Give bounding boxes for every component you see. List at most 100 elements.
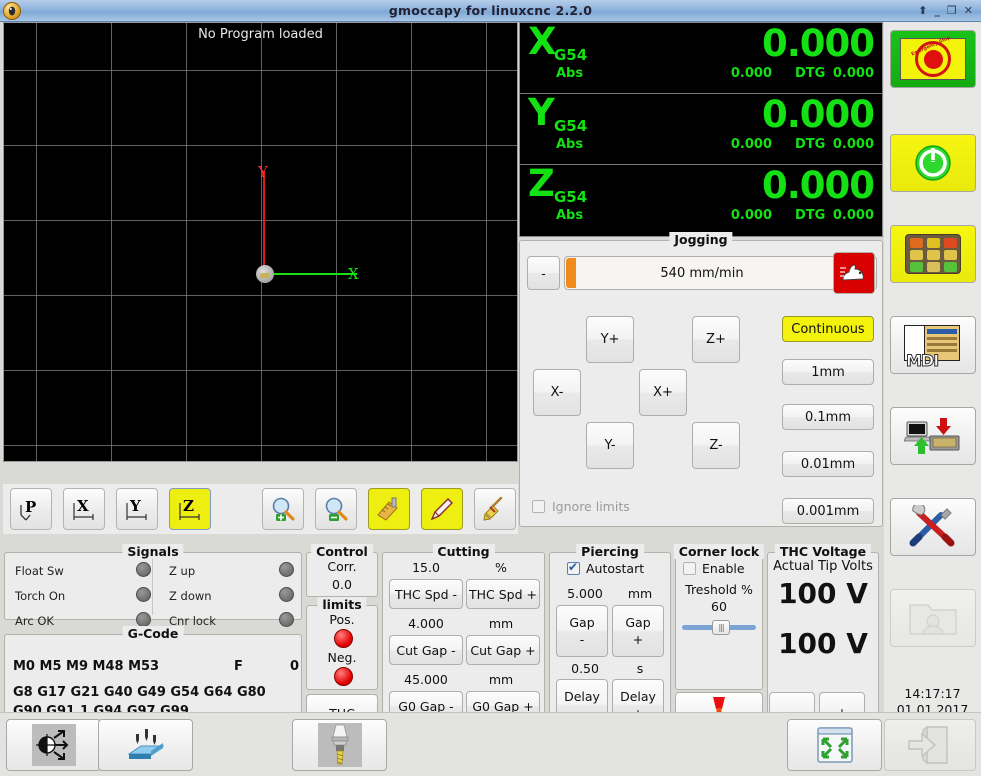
broom-icon[interactable]	[474, 488, 516, 530]
touch-off-x-button[interactable]: X	[63, 488, 105, 530]
measure-icon[interactable]	[368, 488, 410, 530]
dro-axis-y[interactable]: Y G54 0.000 Abs 0.000 DTG 0.000	[520, 94, 882, 165]
signal-led-arc-ok	[136, 612, 151, 627]
dro-axis-offset: G54	[554, 46, 588, 64]
signal-label-z-down: Z down	[169, 589, 212, 603]
dro-abs-label: Abs	[556, 66, 584, 81]
cut-gap-plus-button[interactable]: Cut Gap +	[466, 635, 540, 665]
threshold-label: Treshold %	[685, 582, 753, 597]
signals-panel: Signals Float Sw Torch On Arc OK Z up Z …	[4, 544, 302, 628]
gcode-modal-line: M0 M5 M9 M48 M53	[13, 659, 160, 674]
estop-button[interactable]: Emergency Stop	[890, 30, 976, 88]
jog-speed-minus-button[interactable]: -	[527, 256, 560, 290]
corner-lock-title: Corner lock	[673, 544, 765, 559]
auto-mode-button[interactable]	[890, 407, 976, 465]
mdi-mode-button[interactable]: MDI	[890, 316, 976, 374]
jog-increment-0_1mm[interactable]: 0.1mm	[782, 404, 874, 430]
settings-button[interactable]	[890, 498, 976, 556]
dro-axis-value: 0.000	[761, 93, 875, 136]
jog-y-plus-button[interactable]: Y+	[586, 316, 634, 363]
touch-off-z-button[interactable]: Z	[169, 488, 211, 530]
clock-time: 14:17:17	[904, 686, 961, 701]
autostart-checkbox[interactable]: Autostart	[567, 560, 644, 576]
thc-setpoint-volts-value: 100 V	[778, 627, 868, 660]
jog-z-plus-button[interactable]: Z+	[692, 316, 740, 363]
limit-pos-label: Pos.	[329, 612, 355, 627]
preview-origin-marker	[256, 265, 274, 283]
svg-text:P: P	[25, 498, 36, 516]
checkbox-icon	[532, 500, 545, 513]
threshold-slider[interactable]: |||	[682, 619, 756, 635]
home-axes-icon[interactable]	[6, 719, 101, 771]
dro-panel: X G54 0.000 Abs 0.000 DTG 0.000 Y G54 0.…	[519, 22, 883, 237]
zoom-out-icon[interactable]	[315, 488, 357, 530]
mode-sidebar: Emergency Stop	[884, 22, 981, 776]
pierce-gap-plus-button[interactable]: Gap +	[612, 605, 664, 657]
thc-speed-minus-button[interactable]: THC Spd -	[389, 579, 463, 609]
dro-axis-value: 0.000	[761, 22, 875, 65]
always-on-top-icon[interactable]: ⬆	[918, 3, 928, 17]
dro-axis-x[interactable]: X G54 0.000 Abs 0.000 DTG 0.000	[520, 23, 882, 94]
jog-z-minus-button[interactable]: Z-	[692, 422, 740, 469]
thc-voltage-title: THC Voltage	[774, 544, 872, 559]
svg-text:X: X	[77, 497, 89, 515]
touch-off-icon[interactable]	[98, 719, 193, 771]
jog-x-plus-button[interactable]: X+	[639, 369, 687, 416]
thc-speed-value: 15.0	[412, 560, 440, 575]
svg-text:Z: Z	[183, 497, 194, 515]
dro-abs-label: Abs	[556, 137, 584, 152]
touch-off-p-button[interactable]: P	[10, 488, 52, 530]
thc-speed-unit: %	[495, 560, 507, 575]
jog-increment-1mm[interactable]: 1mm	[782, 359, 874, 385]
corr-label: Corr.	[327, 559, 357, 574]
dro-dtg-label: DTG	[795, 66, 826, 81]
jog-increment-continuous[interactable]: Continuous	[782, 316, 874, 342]
preview-status-text: No Program loaded	[198, 27, 323, 42]
jog-increment-0_01mm[interactable]: 0.01mm	[782, 451, 874, 477]
maximize-window-icon[interactable]	[787, 719, 882, 771]
corner-lock-enable-checkbox[interactable]: Enable	[683, 561, 745, 576]
preview-y-axis-line	[263, 171, 265, 271]
cut-gap-minus-button[interactable]: Cut Gap -	[389, 635, 463, 665]
bottom-toolbar	[0, 712, 981, 776]
gcode-preview-area[interactable]: No Program loaded X Y	[3, 22, 518, 462]
touch-off-y-button[interactable]: Y	[116, 488, 158, 530]
signals-title: Signals	[122, 544, 184, 559]
dro-dtg-value: 0.000	[832, 137, 874, 152]
close-icon[interactable]: ✕	[963, 3, 973, 17]
checkbox-icon	[567, 560, 580, 575]
signal-led-cnr-lock	[279, 612, 294, 627]
actual-tip-volts-label: Actual Tip Volts	[773, 559, 873, 574]
slider-handle[interactable]: |||	[712, 620, 730, 635]
pierce-gap-minus-button[interactable]: Gap -	[556, 605, 608, 657]
corner-lock-enable-label: Enable	[702, 561, 745, 576]
exit-door-icon[interactable]	[884, 719, 976, 771]
dro-axis-value: 0.000	[761, 164, 875, 207]
jog-increment-0_001mm[interactable]: 0.001mm	[782, 498, 874, 524]
maximize-icon[interactable]: ❐	[946, 3, 957, 17]
dro-abs-value: 0.000	[730, 66, 772, 81]
jog-x-minus-button[interactable]: X-	[533, 369, 581, 416]
jog-speed-slider[interactable]: 540 mm/min	[564, 256, 840, 290]
threshold-value: 60	[711, 599, 727, 614]
dro-axis-z[interactable]: Z G54 0.000 Abs 0.000 DTG 0.000	[520, 165, 882, 236]
limit-neg-led	[334, 667, 353, 686]
minimize-icon[interactable]: _	[934, 3, 940, 17]
thc-speed-plus-button[interactable]: THC Spd +	[466, 579, 540, 609]
preview-x-axis-line	[272, 273, 357, 275]
pencil-icon[interactable]	[421, 488, 463, 530]
zoom-in-icon[interactable]	[262, 488, 304, 530]
dro-dtg-value: 0.000	[832, 66, 874, 81]
rabbit-rapid-icon[interactable]	[833, 252, 875, 294]
jog-speed-fill	[566, 258, 576, 288]
dro-abs-value: 0.000	[730, 137, 772, 152]
pierce-gap-unit: mm	[627, 586, 653, 601]
tool-spindle-icon[interactable]	[292, 719, 387, 771]
machine-power-button[interactable]	[890, 134, 976, 192]
ignore-limits-label: Ignore limits	[552, 499, 630, 514]
ignore-limits-checkbox[interactable]: Ignore limits	[532, 499, 630, 514]
manual-mode-button[interactable]	[890, 225, 976, 283]
jog-y-minus-button[interactable]: Y-	[586, 422, 634, 469]
limit-neg-label: Neg.	[327, 650, 357, 665]
window-title: gmoccapy for linuxcnc 2.2.0	[388, 3, 593, 18]
